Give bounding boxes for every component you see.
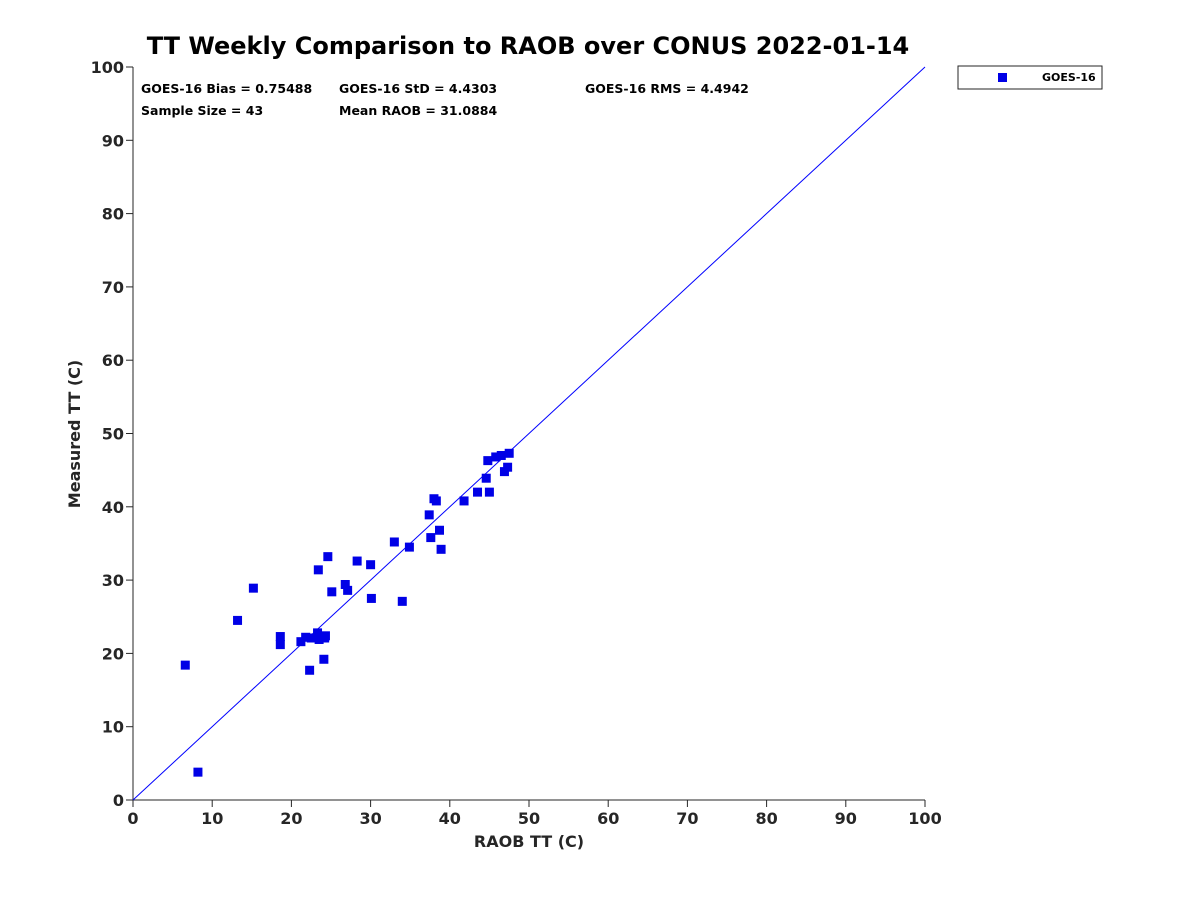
y-axis-label: Measured TT (C) [65,360,84,508]
data-point [323,552,333,562]
x-ticks: 0 10 20 30 40 50 60 70 80 90 100 [127,800,942,828]
data-point [424,510,434,520]
data-point [305,665,315,675]
y-tick-label: 20 [102,644,124,663]
y-tick-label: 70 [102,278,124,297]
data-point [313,565,323,575]
stat-bias: GOES-16 Bias = 0.75488 [141,81,312,96]
data-point [435,525,445,535]
data-point [483,456,493,466]
stat-rms: GOES-16 RMS = 4.4942 [585,81,749,96]
stat-sample-size: Sample Size = 43 [141,103,263,118]
x-tick-label: 0 [127,809,138,828]
x-tick-label: 100 [908,809,941,828]
data-point [180,660,190,670]
y-ticks: 0 10 20 30 40 50 60 70 80 90 100 [91,58,133,810]
data-point [275,632,285,642]
data-point [320,631,330,641]
data-point [327,587,337,597]
data-point [459,496,469,506]
data-point [343,585,353,595]
data-point [389,537,399,547]
x-tick-label: 10 [201,809,223,828]
x-tick-label: 80 [755,809,777,828]
data-point [504,448,514,458]
x-tick-label: 50 [518,809,540,828]
x-tick-label: 70 [676,809,698,828]
x-tick-label: 20 [280,809,302,828]
y-tick-label: 50 [102,425,124,444]
data-points [180,448,514,777]
stat-mean-raob: Mean RAOB = 31.0884 [339,103,497,118]
data-point [306,633,316,643]
data-point [491,452,501,462]
y-tick-label: 10 [102,718,124,737]
data-point [352,556,362,566]
data-point [496,450,506,460]
data-point [397,596,407,606]
x-tick-label: 90 [835,809,857,828]
one-to-one-reference-line [132,66,926,801]
data-point [193,767,203,777]
data-point [340,579,350,589]
data-point [233,615,243,625]
data-point [481,473,491,483]
x-axis-label: RAOB TT (C) [474,832,584,851]
data-point [436,544,446,554]
data-point [431,496,441,506]
legend-label: GOES-16 [1042,71,1096,84]
data-point [319,654,329,664]
data-point [366,560,376,570]
stat-std: GOES-16 StD = 4.4303 [339,81,497,96]
y-tick-label: 60 [102,351,124,370]
data-point [314,634,324,644]
data-point [473,487,483,497]
stats-annotations: GOES-16 Bias = 0.75488 GOES-16 StD = 4.4… [141,81,749,118]
x-tick-label: 60 [597,809,619,828]
data-point [404,542,414,552]
x-tick-label: 30 [359,809,381,828]
data-point [503,462,513,472]
y-tick-label: 80 [102,205,124,224]
data-point [275,640,285,650]
y-tick-label: 40 [102,498,124,517]
data-point [296,637,306,647]
data-point [484,487,494,497]
y-tick-label: 0 [113,791,124,810]
x-tick-label: 40 [439,809,461,828]
data-point [426,533,436,543]
chart-title: TT Weekly Comparison to RAOB over CONUS … [147,32,910,60]
legend: GOES-16 [957,65,1103,90]
data-point [301,632,311,642]
legend-marker [998,73,1007,82]
y-tick-label: 90 [102,131,124,150]
y-tick-label: 100 [91,58,124,77]
legend-box [957,65,1103,90]
y-tick-label: 30 [102,571,124,590]
data-point [248,583,258,593]
data-point [313,628,323,638]
data-point [366,593,376,603]
